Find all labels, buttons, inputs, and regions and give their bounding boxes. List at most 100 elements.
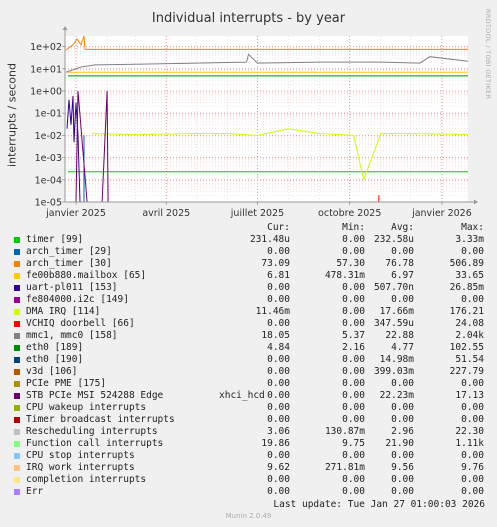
legend-value-min: 9.75 — [342, 438, 365, 449]
y-tick-label: 1e-02 — [35, 131, 62, 142]
legend-header-max: Max: — [461, 222, 484, 233]
legend-value-avg: 0.00 — [391, 294, 414, 305]
legend-swatch — [14, 405, 20, 411]
legend-swatch — [14, 357, 20, 363]
legend-value-cur: 0.00 — [267, 402, 290, 413]
legend-series-name: mmc1, mmc0 [158] — [26, 330, 118, 341]
series-line-dma-irq-114 — [92, 128, 469, 182]
legend-value-cur: 0.00 — [267, 294, 290, 305]
legend-value-cur: 4.84 — [267, 342, 290, 353]
legend-value-cur: 73.09 — [261, 258, 290, 269]
legend-swatch — [14, 261, 20, 267]
legend-swatch — [14, 441, 20, 447]
legend-swatch — [14, 453, 20, 459]
legend-value-min: 0.00 — [342, 246, 365, 257]
legend-value-min: 57.30 — [336, 258, 365, 269]
legend-value-max: 33.65 — [455, 270, 484, 281]
legend-value-avg: 0.00 — [391, 474, 414, 485]
legend-swatch — [14, 393, 20, 399]
legend-swatch — [14, 381, 20, 387]
legend-swatch — [14, 273, 20, 279]
legend-value-avg: 22.23m — [379, 390, 414, 401]
legend-value-max: 2.04k — [455, 330, 484, 341]
legend-value-min: 0.00 — [342, 294, 365, 305]
x-tick-labels: janvier 2025 avril 2025 juillet 2025 octobr… — [45, 208, 472, 219]
legend-value-max: 176.21 — [449, 306, 484, 317]
y-tick-label: 1e-04 — [35, 175, 62, 186]
legend-value-min: 478.31m — [324, 270, 365, 281]
legend-value-cur: 3.06 — [267, 426, 290, 437]
legend-series-name: arch_timer [30] — [26, 258, 112, 269]
legend-value-max: 51.54 — [455, 354, 484, 365]
series-line-mmc1-mmc0-158 — [65, 53, 469, 73]
legend-value-max: 22.30 — [455, 426, 484, 437]
legend-value-avg: 0.00 — [391, 378, 414, 389]
legend-swatch — [14, 417, 20, 423]
legend-value-cur: 0.00 — [267, 474, 290, 485]
legend-value-avg: 76.78 — [385, 258, 414, 269]
legend-value-max: 24.08 — [455, 318, 484, 329]
legend-value-cur: 0.00 — [267, 366, 290, 377]
legend-value-avg: 14.98m — [379, 354, 414, 365]
legend-value-max: 506.89 — [449, 258, 484, 269]
legend-series-name: uart-pl011 [153] — [26, 282, 118, 293]
interrupts-chart: 1e+02 1e+01 1e+00 1e-01 1e-02 1e-03 1e-04 1e-05… — [30, 26, 478, 219]
legend-value-min: 0.00 — [342, 378, 365, 389]
legend-value-cur: 11.46m — [255, 306, 290, 317]
legend-value-avg: 399.03m — [373, 366, 414, 377]
legend-swatch — [14, 465, 20, 471]
legend-header-cur: Cur: — [267, 222, 290, 233]
legend-value-max: 227.79 — [449, 366, 484, 377]
legend-value-avg: 232.58u — [373, 234, 414, 245]
x-tick-label: janvier 2025 — [45, 208, 106, 219]
legend-value-min: 0.00 — [342, 282, 365, 293]
legend-value-cur: 9.62 — [267, 462, 290, 473]
plot-background — [65, 36, 468, 202]
legend-value-min: 0.00 — [342, 234, 365, 245]
legend-swatch — [14, 285, 20, 291]
legend-value-cur: 0.00 — [267, 414, 290, 425]
legend-value-avg: 6.97 — [391, 270, 414, 281]
rrdtool-credit: RRDTOOL / TOBI OETIKER — [484, 9, 492, 100]
legend-swatch — [14, 249, 20, 255]
legend-device-name: xhci_hcd — [219, 390, 265, 401]
legend-swatch — [14, 237, 20, 243]
legend-value-avg: 4.77 — [391, 342, 414, 353]
legend-value-avg: 9.56 — [391, 462, 414, 473]
legend-series-name: fe804000.i2c [149] — [26, 294, 129, 305]
legend-series-name: arch_timer [29] — [26, 246, 112, 257]
x-tick-label: janvier 2026 — [411, 208, 472, 219]
legend-series-name: eth0 [189] — [26, 342, 84, 353]
legend-value-min: 0.00 — [342, 486, 365, 497]
legend-value-avg: 347.59u — [373, 318, 414, 329]
legend-series-name: Rescheduling interrupts — [26, 426, 158, 437]
legend-value-max: 0.00 — [461, 486, 484, 497]
legend-value-min: 130.87m — [324, 426, 365, 437]
legend-value-max: 26.85m — [449, 282, 484, 293]
y-tick-label: 1e-01 — [35, 109, 62, 120]
legend-swatch — [14, 429, 20, 435]
legend-value-min: 0.00 — [342, 306, 365, 317]
legend-series-name: Function call interrupts — [26, 438, 164, 449]
legend-series-name: Timer broadcast interrupts — [26, 414, 175, 425]
legend-value-max: 0.00 — [461, 450, 484, 461]
legend-value-min: 0.00 — [342, 450, 365, 461]
legend-value-max: 0.00 — [461, 246, 484, 257]
legend-value-avg: 0.00 — [391, 414, 414, 425]
legend-value-cur: 0.00 — [267, 390, 290, 401]
legend-swatch — [14, 309, 20, 315]
legend-value-avg: 0.00 — [391, 450, 414, 461]
grid — [65, 36, 468, 203]
legend-value-max: 17.13 — [455, 390, 484, 401]
legend-value-cur: 0.00 — [267, 354, 290, 365]
legend-value-min: 0.00 — [342, 318, 365, 329]
legend-value-avg: 21.90 — [385, 438, 414, 449]
legend-value-max: 0.00 — [461, 402, 484, 413]
legend-value-avg: 0.00 — [391, 486, 414, 497]
legend-value-avg: 17.66m — [379, 306, 414, 317]
legend-value-min: 2.16 — [342, 342, 365, 353]
legend-series-name: CPU wakeup interrupts — [26, 402, 147, 413]
legend-value-max: 1.11k — [455, 438, 484, 449]
munin-version: Munin 2.0.49 — [225, 512, 272, 520]
